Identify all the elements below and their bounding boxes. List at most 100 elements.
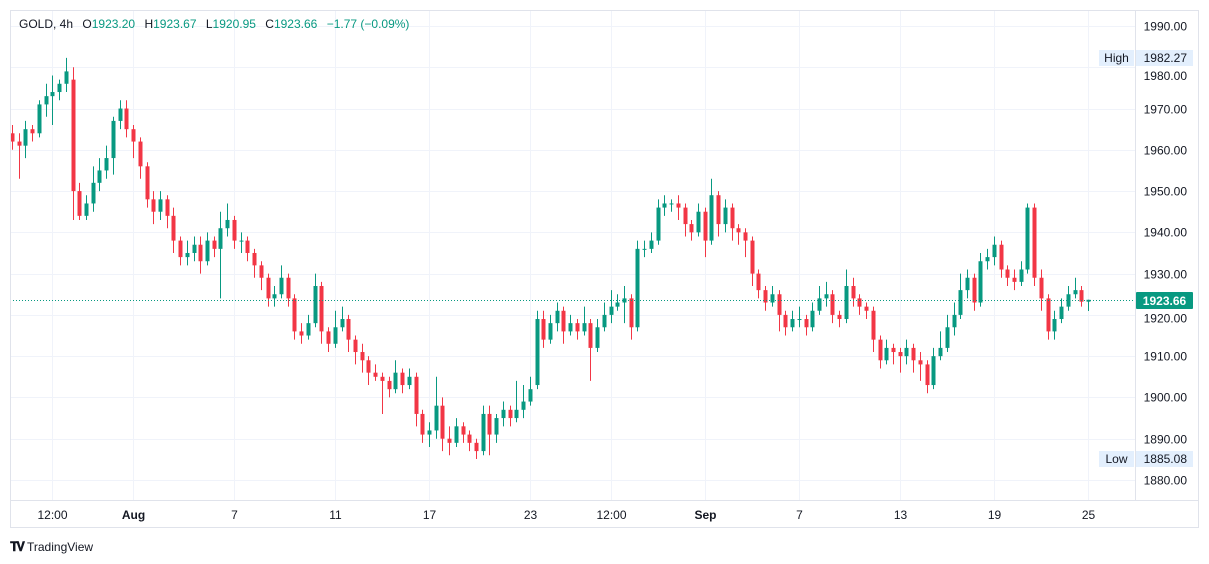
candle-down xyxy=(588,319,593,381)
candle-down xyxy=(171,207,176,253)
candle-body xyxy=(91,182,96,204)
candle-down xyxy=(1012,269,1017,291)
candle-body xyxy=(925,364,930,386)
candle-down xyxy=(124,100,129,138)
price-tick-label: 1960.00 xyxy=(1144,144,1188,158)
candle-body xyxy=(891,347,896,353)
time-axis[interactable]: 12:00 Aug 7 11 17 23 12:00 Sep 7 13 19 25 xyxy=(37,508,1095,522)
candle-down xyxy=(804,314,809,336)
candle-up xyxy=(407,368,412,390)
candle-down xyxy=(1032,203,1037,287)
candle-up xyxy=(44,83,49,117)
candle-body xyxy=(30,129,35,134)
candle-body xyxy=(790,319,795,328)
candle-down xyxy=(1079,286,1084,307)
candle-body xyxy=(420,413,425,435)
tradingview-logo-icon: 𝐓𝐕 xyxy=(10,539,25,554)
candle-body xyxy=(353,339,358,353)
candle-body xyxy=(763,290,768,303)
candle-body xyxy=(709,195,714,241)
candle-body xyxy=(171,215,176,241)
candle-down xyxy=(259,261,264,291)
candle-up xyxy=(333,310,338,348)
candle-body xyxy=(817,298,822,311)
candle-up xyxy=(965,269,970,299)
candle-down xyxy=(871,306,876,353)
candle-body xyxy=(306,323,311,336)
candle-body xyxy=(440,405,445,439)
candle-body xyxy=(649,240,654,249)
last-price-label: 1923.66 xyxy=(1143,294,1187,308)
time-tick-label: 23 xyxy=(524,508,538,522)
candle-body xyxy=(642,248,647,250)
candle-body xyxy=(1025,207,1030,270)
candle-down xyxy=(756,269,761,299)
candle-up xyxy=(824,281,829,307)
low-value: 1920.95 xyxy=(212,17,256,31)
candle-down xyxy=(783,310,788,336)
candle-body xyxy=(1032,207,1037,278)
candle-body xyxy=(1079,290,1084,302)
candle-body xyxy=(602,314,607,328)
price-axis[interactable]: 1880.00 1890.00 1900.00 1910.00 1920.00 1930.… xyxy=(1144,20,1188,488)
close-label: C xyxy=(265,17,274,31)
candle-body xyxy=(407,376,412,386)
candle-up xyxy=(23,120,28,159)
candle-body xyxy=(319,286,324,332)
candle-body xyxy=(118,108,123,121)
price-tick-label: 1910.00 xyxy=(1144,350,1188,364)
candle-body xyxy=(837,314,842,320)
candle-up xyxy=(958,273,963,320)
candle-body xyxy=(736,228,741,233)
candle-body xyxy=(97,170,102,183)
candle-up xyxy=(1066,286,1071,311)
time-tick-label: 12:00 xyxy=(596,508,626,522)
price-tick-label: 1920.00 xyxy=(1144,312,1188,326)
candle-down xyxy=(299,323,304,344)
candle-body xyxy=(844,286,849,320)
tradingview-branding[interactable]: 𝐓𝐕 TradingView xyxy=(10,539,93,555)
candle-down xyxy=(353,335,358,365)
candle-body xyxy=(454,426,459,443)
candle-body xyxy=(609,306,614,315)
candle-body xyxy=(218,228,223,249)
candle-up xyxy=(844,269,849,324)
candle-up xyxy=(884,339,889,365)
candle-body xyxy=(434,405,439,431)
candle-body xyxy=(931,356,936,386)
candle-down xyxy=(30,125,35,142)
candle-body xyxy=(656,207,661,241)
candle-down xyxy=(151,191,156,225)
candle-down xyxy=(716,191,721,237)
low-label: L xyxy=(205,17,213,31)
candle-body xyxy=(77,191,82,216)
candle-up xyxy=(669,199,674,212)
candle-body xyxy=(366,360,371,373)
price-tick-label: 1890.00 xyxy=(1144,433,1188,447)
candle-body xyxy=(44,96,49,105)
candle-up xyxy=(797,306,802,328)
candle-up xyxy=(810,302,815,332)
candle-body xyxy=(857,298,862,307)
candle-body xyxy=(185,252,190,258)
candle-down xyxy=(245,236,250,262)
candle-up xyxy=(1019,261,1024,287)
candle-body xyxy=(1019,269,1024,282)
candle-body xyxy=(615,302,620,307)
candle-body xyxy=(514,409,519,419)
candle-up xyxy=(656,199,661,245)
candle-body xyxy=(198,244,203,262)
candle-down xyxy=(252,248,257,278)
ohlc-legend: GOLD, 4h O1923.20 H1923.67 L1920.95 C192… xyxy=(19,17,415,31)
candle-body xyxy=(548,323,553,340)
candle-body xyxy=(810,310,815,328)
candle-body xyxy=(824,294,829,299)
candle-down xyxy=(561,306,566,344)
low-value-label: 1885.08 xyxy=(1144,452,1188,466)
high-value: 1923.67 xyxy=(153,17,197,31)
candle-body xyxy=(272,294,277,299)
time-tick-label: 19 xyxy=(988,508,1002,522)
candle-up xyxy=(340,306,345,332)
candle-up xyxy=(952,302,957,336)
